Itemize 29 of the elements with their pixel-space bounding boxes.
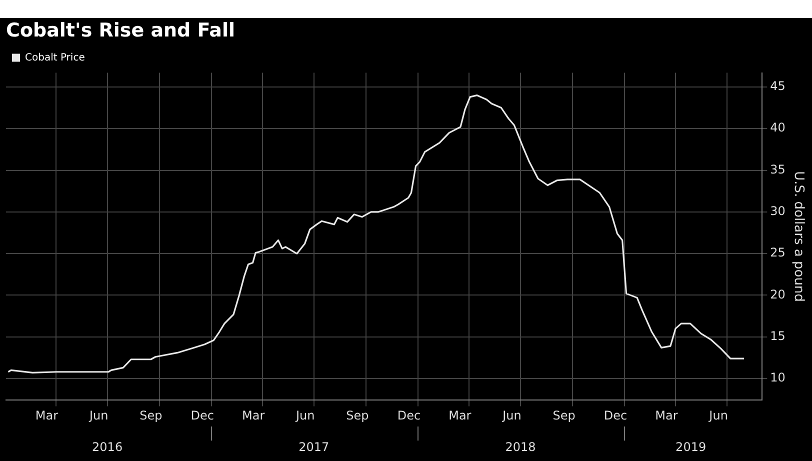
x-tick-label: Dec [604, 408, 628, 423]
y-tick-label: 30 [770, 204, 786, 218]
y-tick-label: 40 [770, 120, 786, 135]
x-tick-label: Jun [502, 408, 522, 423]
x2-tick-label: 2016 [92, 440, 123, 454]
x-tick-label: Mar [242, 408, 265, 423]
x-tick-label: Jun [88, 408, 108, 423]
y-tick-label: 25 [770, 246, 786, 260]
x-tick-label: Jun [708, 408, 728, 423]
x-tick-label: Mar [35, 408, 58, 423]
y-tick-label: 10 [770, 370, 786, 385]
y-tick-label: 35 [770, 162, 786, 176]
y-tick-label: 15 [770, 329, 786, 344]
x2-tick-label: 2018 [505, 440, 536, 454]
y-tick-label: 45 [770, 79, 786, 94]
x-tick-label: Mar [655, 408, 678, 423]
chart-title: Cobalt's Rise and Fall [6, 19, 235, 42]
y-tick-label: 20 [770, 287, 786, 302]
x2-tick-label: 2019 [676, 440, 706, 454]
x-tick-label: Sep [552, 408, 576, 423]
x-tick-label: Sep [140, 408, 162, 423]
x-tick-label: Sep [346, 408, 369, 423]
x-tick-label: Jun [295, 408, 315, 423]
x-tick-label: Dec [190, 408, 214, 423]
x-tick-label: Mar [448, 408, 472, 423]
legend-label: Cobalt Price [25, 52, 85, 64]
x-tick-label: Dec [397, 408, 421, 423]
y-axis-title: U.S. dollars a pound [790, 171, 806, 302]
x2-tick-label: 2017 [298, 440, 330, 454]
